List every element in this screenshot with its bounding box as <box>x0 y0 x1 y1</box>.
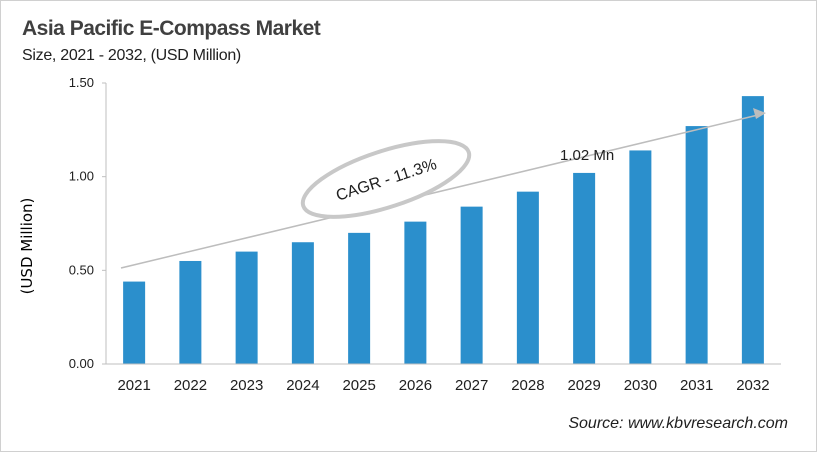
x-tick-label: 2030 <box>624 377 657 394</box>
cagr-ellipse <box>300 139 472 219</box>
y-axis-label: (USD Million) <box>18 198 36 295</box>
bar-2022 <box>179 260 202 364</box>
x-tick-label: 2026 <box>399 377 432 394</box>
x-tick-label: 2024 <box>286 377 319 394</box>
bar-2032 <box>741 96 764 364</box>
trend-arrowhead-icon <box>753 108 766 119</box>
x-tick-label: 2032 <box>736 377 769 394</box>
bar-2030 <box>629 150 652 364</box>
value-label-2029: 1.02 Mn <box>560 147 614 164</box>
y-tick-label: 1.00 <box>69 169 94 184</box>
bar-2031 <box>685 126 708 364</box>
x-tick-label: 2022 <box>174 377 207 394</box>
bar-2025 <box>348 232 371 364</box>
x-tick-label: 2021 <box>117 377 150 394</box>
source-note: Source: www.kbvresearch.com <box>568 415 788 432</box>
x-tick-label: 2023 <box>230 377 263 394</box>
bar-2028 <box>516 191 539 364</box>
bar-2023 <box>235 251 258 364</box>
bar-2027 <box>460 206 483 364</box>
bar-2026 <box>404 221 427 364</box>
bar-2024 <box>291 242 314 364</box>
bar-2021 <box>123 281 146 364</box>
trend-arrow-line <box>120 114 759 269</box>
x-tick-label: 2027 <box>455 377 488 394</box>
bar-2029 <box>573 172 596 364</box>
y-tick-label: 0.50 <box>69 262 94 277</box>
y-tick-label: 0.00 <box>69 356 94 371</box>
x-tick-label: 2031 <box>680 377 713 394</box>
chart-subtitle: Size, 2021 - 2032, (USD Million) <box>22 47 241 64</box>
x-tick-label: 2025 <box>342 377 375 394</box>
x-tick-label: 2029 <box>567 377 600 394</box>
x-tick-label: 2028 <box>511 377 544 394</box>
y-tick-label: 1.50 <box>69 75 94 90</box>
chart-title: Asia Pacific E-Compass Market <box>22 17 321 40</box>
